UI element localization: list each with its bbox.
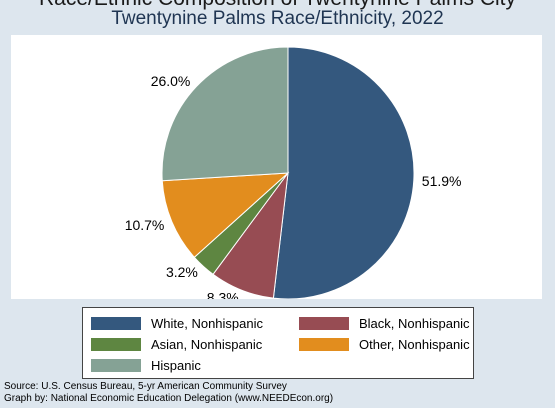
legend-item: Black, Nonhispanic: [299, 315, 470, 331]
source-note: Source: U.S. Census Bureau, 5-yr America…: [4, 381, 333, 405]
slice-percent-label: 10.7%: [125, 217, 165, 233]
legend-label: Hispanic: [151, 357, 201, 373]
pie-chart: 51.9% 8.3% 3.2% 10.7% 26.0%: [125, 46, 462, 299]
slice-percent-label: 51.9%: [422, 173, 462, 189]
legend-label: Black, Nonhispanic: [359, 315, 470, 331]
pie-slice-hispanic: [161, 46, 289, 182]
plot-area: 51.9% 8.3% 3.2% 10.7% 26.0%: [11, 35, 542, 299]
legend-label: Other, Nonhispanic: [359, 336, 470, 352]
credit-line: Graph by: National Economic Education De…: [4, 393, 334, 404]
legend-swatch: [91, 337, 141, 351]
slice-percent-label: 26.0%: [151, 73, 191, 89]
legend: White, Nonhispanic Black, Nonhispanic Asia…: [82, 307, 474, 379]
slice-percent-label: 8.3%: [207, 290, 239, 299]
legend-swatch: [299, 316, 349, 330]
pie-slice-other-nonhispanic: [161, 172, 290, 258]
slice-percent-label: 3.2%: [166, 264, 198, 280]
source-line: Source: U.S. Census Bureau, 5-yr America…: [4, 381, 287, 392]
legend-item: Hispanic: [91, 357, 201, 373]
legend-swatch: [299, 337, 349, 351]
legend-item: White, Nonhispanic: [91, 315, 263, 331]
page-title: Race/Ethnic Composition of Twentynine Pa…: [0, 0, 555, 11]
pie-slice-white-nonhispanic: [272, 46, 415, 299]
legend-label: Asian, Nonhispanic: [151, 336, 263, 352]
legend-item: Asian, Nonhispanic: [91, 336, 262, 352]
legend-item: Other, Nonhispanic: [299, 336, 470, 352]
legend-swatch: [91, 358, 141, 372]
legend-label: White, Nonhispanic: [151, 315, 263, 331]
chart-title: Twentynine Palms Race/Ethnicity, 2022: [111, 8, 444, 29]
legend-swatch: [91, 316, 141, 330]
